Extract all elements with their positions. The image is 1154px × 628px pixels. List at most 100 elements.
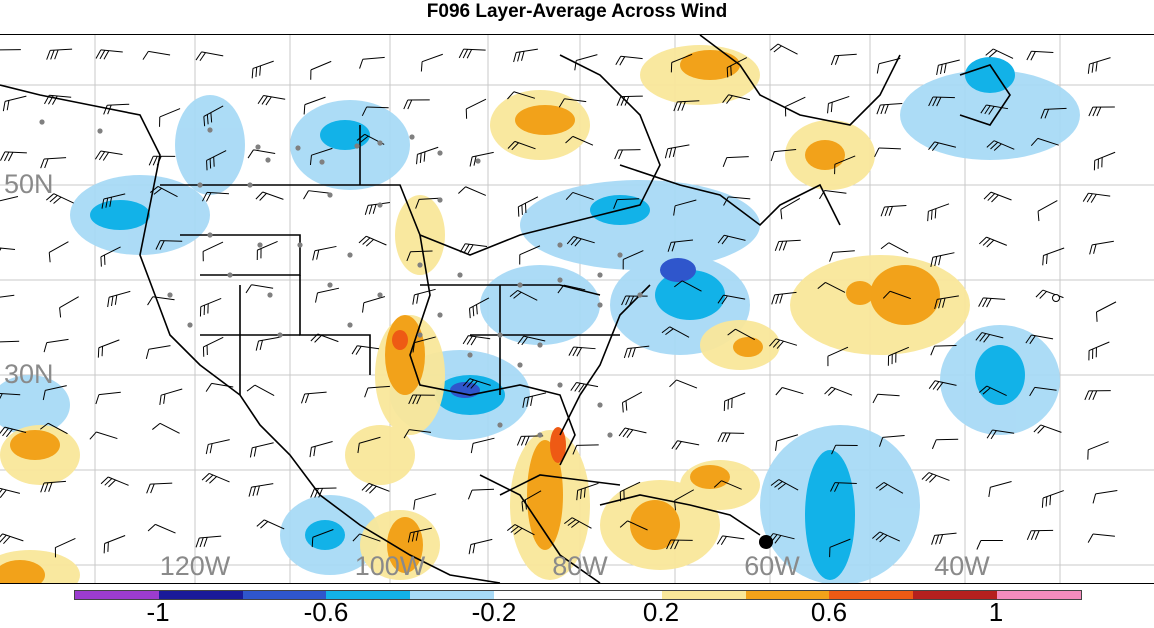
station-dot [457, 272, 462, 277]
station-dot [255, 144, 260, 149]
wind-barb [459, 49, 485, 59]
station-dot [607, 432, 612, 437]
wind-barb [463, 335, 490, 348]
tropical-cyclone-marker [759, 535, 773, 549]
wind-barb [569, 347, 596, 358]
wind-barb [410, 289, 437, 304]
wind-barb [249, 61, 277, 78]
wind-barb [934, 60, 961, 75]
wind-barb [146, 483, 172, 493]
wind-barb [616, 56, 643, 68]
station-dot [537, 432, 542, 437]
wind-barb [0, 50, 21, 59]
station-dot [517, 282, 522, 287]
station-dot [227, 272, 232, 277]
wind-barb [718, 433, 744, 443]
wind-barb [359, 57, 386, 68]
colorbar-segment [913, 591, 997, 599]
colorbar-tick-neg06: -0.6 [304, 597, 349, 628]
wind-barb [105, 291, 132, 307]
wind-barb [411, 494, 438, 510]
wind-barb [255, 337, 282, 351]
wind-barb [1085, 342, 1112, 360]
wind-barb [46, 242, 73, 263]
station-dot [597, 302, 602, 307]
open-circle-marker [1053, 295, 1060, 302]
wind-barb [46, 49, 72, 60]
station-dot [377, 292, 382, 297]
station-dot [557, 382, 562, 387]
wind-barb [1035, 201, 1062, 221]
wind-barb [148, 523, 175, 542]
station-dot [437, 197, 442, 202]
station-dot [207, 232, 212, 237]
wind-barb [199, 242, 226, 261]
station-dot [557, 277, 562, 282]
wind-barb [931, 533, 958, 545]
wind-barb [149, 156, 175, 165]
station-dot [97, 128, 102, 133]
lat-label-50n: 50N [4, 169, 54, 200]
wind-barb [143, 51, 170, 64]
station-dot [197, 182, 202, 187]
wind-barb [1092, 490, 1119, 503]
wind-barb [831, 54, 858, 65]
station-dot [617, 252, 622, 257]
wind-barb [875, 148, 901, 158]
colorbar-segment [997, 591, 1081, 599]
wind-barb [307, 61, 334, 79]
colorbar-tick-1: 1 [989, 597, 1003, 628]
wind-barb [0, 295, 15, 307]
wind-barb [1088, 534, 1115, 546]
station-dot [207, 127, 212, 132]
lat-label-30n: 30N [4, 359, 54, 390]
station-dot [257, 242, 262, 247]
wind-barb [148, 296, 175, 309]
station-dot [347, 252, 352, 257]
wind-barb [1039, 491, 1067, 508]
wind-barb [248, 484, 275, 497]
wind-barb [1091, 152, 1118, 170]
wind-barb [56, 297, 83, 318]
wind-barb [258, 95, 285, 108]
wind-barb [1027, 51, 1053, 61]
wind-barb [0, 152, 26, 162]
station-dot [327, 282, 332, 287]
station-dot [377, 202, 382, 207]
wind-barb [352, 345, 379, 358]
wind-barb [463, 99, 490, 119]
wind-barb [414, 147, 442, 164]
wind-barb [248, 443, 275, 458]
wind-barb [197, 298, 224, 316]
wind-barb [469, 438, 496, 453]
wind-barb [723, 157, 749, 167]
wind-barb [775, 240, 801, 251]
wind-barb [90, 431, 118, 447]
wind-barb [196, 51, 223, 65]
station-dot [267, 292, 272, 297]
wind-barb [922, 471, 949, 489]
wind-barb [145, 346, 172, 359]
wind-barb [40, 158, 67, 169]
station-dot [597, 272, 602, 277]
wind-barb [512, 49, 539, 62]
station-dot [297, 242, 302, 247]
wind-barb [301, 392, 328, 403]
wind-barb [672, 440, 699, 454]
wind-barb [206, 383, 233, 396]
wind-barb [95, 392, 122, 404]
wind-barb [157, 389, 184, 405]
lon-label-100w: 100W [355, 551, 426, 582]
station-dot [354, 143, 359, 148]
wind-barb [776, 386, 803, 402]
station-dot [347, 322, 352, 327]
wind-barb [52, 538, 79, 557]
wind-barb [825, 386, 852, 404]
station-dot [39, 119, 44, 124]
wind-barb [0, 341, 19, 351]
wind-barb [195, 536, 222, 547]
wind-barb [664, 145, 691, 158]
wind-barb [619, 427, 646, 441]
wind-barb [202, 472, 229, 490]
station-dot [295, 145, 300, 150]
